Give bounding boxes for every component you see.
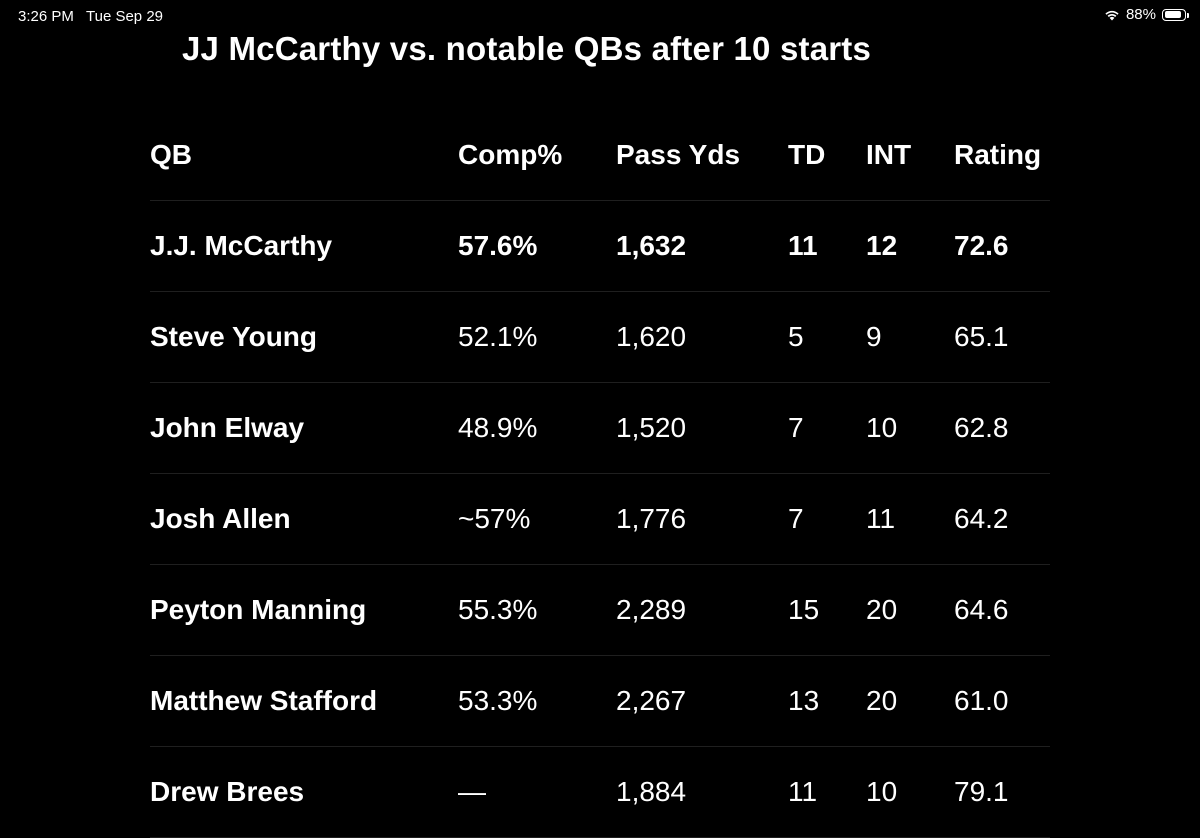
table-row: J.J. McCarthy 57.6% 1,632 11 12 72.6 bbox=[150, 200, 1050, 292]
cell-rating: 64.6 bbox=[954, 564, 1050, 656]
cell-qb: John Elway bbox=[150, 382, 458, 474]
stats-table: QB Comp% Pass Yds TD INT Rating J.J. McC… bbox=[150, 110, 1050, 838]
cell-rating: 65.1 bbox=[954, 291, 1050, 383]
col-header-pass-yds: Pass Yds bbox=[616, 110, 788, 201]
cell-comp: 55.3% bbox=[458, 564, 616, 656]
table-row: Matthew Stafford 53.3% 2,267 13 20 61.0 bbox=[150, 655, 1050, 747]
cell-td: 7 bbox=[788, 382, 866, 474]
col-header-qb: QB bbox=[150, 110, 458, 201]
table-row: Peyton Manning 55.3% 2,289 15 20 64.6 bbox=[150, 564, 1050, 656]
cell-int: 11 bbox=[866, 473, 954, 565]
battery-fill bbox=[1164, 11, 1182, 18]
cell-int: 12 bbox=[866, 200, 954, 292]
cell-qb: Steve Young bbox=[150, 291, 458, 383]
col-header-int: INT bbox=[866, 110, 954, 201]
cell-pass-yds: 2,267 bbox=[616, 655, 788, 747]
cell-qb: Matthew Stafford bbox=[150, 655, 458, 747]
table-row: Steve Young 52.1% 1,620 5 9 65.1 bbox=[150, 291, 1050, 383]
cell-rating: 64.2 bbox=[954, 473, 1050, 565]
col-header-rating: Rating bbox=[954, 110, 1050, 201]
cell-pass-yds: 1,620 bbox=[616, 291, 788, 383]
cell-pass-yds: 2,289 bbox=[616, 564, 788, 656]
cell-td: 15 bbox=[788, 564, 866, 656]
cell-comp: ~57% bbox=[458, 473, 616, 565]
table-row: Drew Brees — 1,884 11 10 79.1 bbox=[150, 746, 1050, 838]
cell-int: 10 bbox=[866, 746, 954, 838]
wifi-icon bbox=[1105, 10, 1119, 20]
cell-comp: 57.6% bbox=[458, 200, 616, 292]
cell-int: 9 bbox=[866, 291, 954, 383]
cell-pass-yds: 1,776 bbox=[616, 473, 788, 565]
status-date: Tue Sep 29 bbox=[86, 8, 163, 25]
cell-td: 11 bbox=[788, 200, 866, 292]
cell-td: 13 bbox=[788, 655, 866, 747]
cell-td: 11 bbox=[788, 746, 866, 838]
cell-rating: 62.8 bbox=[954, 382, 1050, 474]
cell-comp: 53.3% bbox=[458, 655, 616, 747]
cell-pass-yds: 1,632 bbox=[616, 200, 788, 292]
cell-qb: Drew Brees bbox=[150, 746, 458, 838]
cell-pass-yds: 1,520 bbox=[616, 382, 788, 474]
battery-icon bbox=[1162, 8, 1189, 21]
cell-comp: 48.9% bbox=[458, 382, 616, 474]
cell-qb: Josh Allen bbox=[150, 473, 458, 565]
status-right: 88% bbox=[1104, 6, 1189, 23]
cell-rating: 79.1 bbox=[954, 746, 1050, 838]
battery-percent: 88% bbox=[1125, 6, 1156, 23]
status-bar: 3:26 PM Tue Sep 29 88% bbox=[0, 0, 1200, 34]
cell-comp: 52.1% bbox=[458, 291, 616, 383]
header-row: QB Comp% Pass Yds TD INT Rating bbox=[150, 110, 1050, 201]
cell-rating: 72.6 bbox=[954, 200, 1050, 292]
cell-int: 10 bbox=[866, 382, 954, 474]
cell-td: 5 bbox=[788, 291, 866, 383]
cell-pass-yds: 1,884 bbox=[616, 746, 788, 838]
page-title: JJ McCarthy vs. notable QBs after 10 sta… bbox=[182, 30, 872, 67]
table-row: Josh Allen ~57% 1,776 7 11 64.2 bbox=[150, 473, 1050, 565]
cell-int: 20 bbox=[866, 564, 954, 656]
status-time: 3:26 PM bbox=[18, 8, 74, 25]
table-row: John Elway 48.9% 1,520 7 10 62.8 bbox=[150, 382, 1050, 474]
col-header-comp: Comp% bbox=[458, 110, 616, 201]
col-header-td: TD bbox=[788, 110, 866, 201]
cell-comp: — bbox=[458, 746, 616, 838]
cell-qb: J.J. McCarthy bbox=[150, 200, 458, 292]
cell-int: 20 bbox=[866, 655, 954, 747]
cell-td: 7 bbox=[788, 473, 866, 565]
cell-rating: 61.0 bbox=[954, 655, 1050, 747]
cell-qb: Peyton Manning bbox=[150, 564, 458, 656]
